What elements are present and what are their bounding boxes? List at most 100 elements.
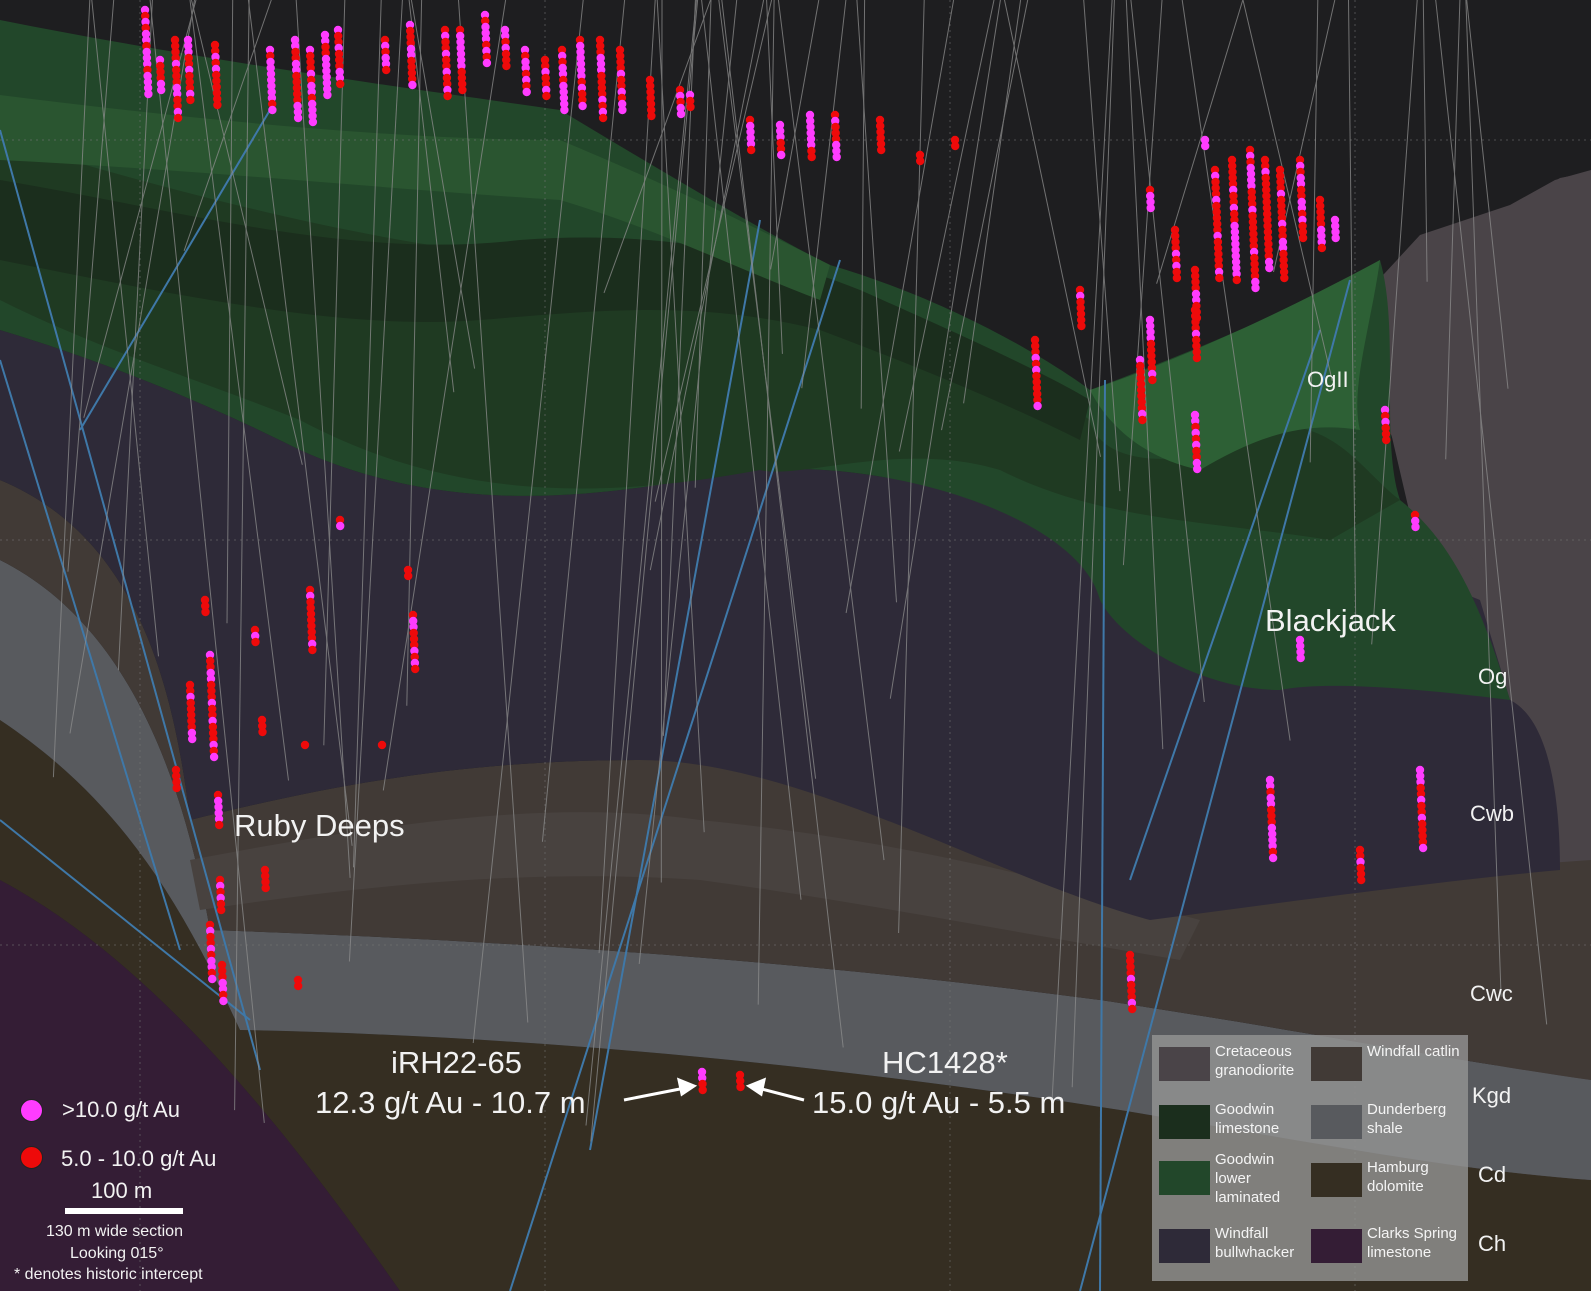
zone-label-blackjack: Blackjack (1265, 603, 1396, 638)
drill-trace (1122, 0, 1163, 566)
assay-point (1146, 339, 1156, 349)
assay-point (1410, 510, 1420, 520)
assay-point (1214, 255, 1223, 265)
assay-point (1230, 227, 1240, 237)
assay-point (1147, 363, 1157, 373)
assay-point (1200, 135, 1210, 145)
assay-point (409, 628, 418, 638)
assay-point (645, 75, 655, 85)
assay-point (482, 52, 491, 62)
assay-point (1267, 817, 1276, 827)
assay-point (155, 55, 165, 65)
assay-point (1249, 229, 1258, 239)
assay-point (322, 60, 331, 70)
assay-point (832, 146, 841, 156)
assay-point (381, 59, 391, 69)
assay-point (1263, 227, 1273, 237)
assay-point (1316, 201, 1325, 211)
assay-point (557, 45, 567, 55)
assay-point (1146, 321, 1155, 331)
assay-point (186, 686, 195, 696)
assay-point (306, 591, 315, 601)
assay-point (1357, 875, 1366, 885)
assay-point (200, 595, 210, 605)
assay-point (209, 734, 218, 744)
assay-point (405, 20, 415, 30)
assay-point (218, 978, 227, 988)
assay-point (596, 47, 605, 57)
assay-point (260, 865, 270, 875)
assay-point (207, 692, 216, 702)
assay-point (1356, 869, 1366, 879)
assay-point (1191, 323, 1200, 333)
assay-point (676, 103, 685, 113)
drill-trace (860, 0, 866, 409)
assay-point (1296, 167, 1305, 177)
drill-trace (458, 0, 529, 1023)
assay-point (293, 113, 303, 123)
assay-point (775, 120, 785, 130)
assay-point (266, 51, 275, 61)
assay-point (333, 25, 343, 35)
assay-point (1316, 207, 1325, 217)
assay-point (616, 51, 625, 61)
drill-trace (963, 0, 1022, 404)
drill-trace (662, 0, 696, 736)
assay-point (1231, 251, 1241, 261)
assay-point (501, 49, 511, 59)
assay-point (1261, 167, 1270, 177)
drill-trace (410, 0, 476, 369)
assay-point (806, 116, 815, 126)
assay-point (267, 93, 277, 103)
assay-point (1136, 367, 1145, 377)
assay-point (480, 10, 490, 20)
assay-point (293, 101, 302, 111)
assay-point (1331, 227, 1340, 237)
assay-point (598, 95, 607, 105)
assay-point (307, 621, 316, 631)
drill-trace (191, 0, 303, 465)
assay-point (776, 126, 785, 136)
assay-point (1268, 829, 1277, 839)
assay-point (1135, 355, 1145, 365)
drill-trace (1130, 0, 1205, 703)
assay-point (1251, 277, 1260, 287)
legend-swatch-dunderberg-shale (1311, 1105, 1362, 1139)
drill-trace (1348, 0, 1357, 630)
assay-point (323, 90, 332, 100)
assay-point (1211, 177, 1220, 187)
assay-point (831, 122, 840, 132)
assay-point (1247, 193, 1257, 203)
assay-point (306, 609, 316, 619)
drill-trace (701, 0, 802, 900)
assay-point (455, 25, 465, 35)
drill-trace (941, 0, 1029, 431)
assay-point (293, 107, 303, 117)
assay-point (877, 145, 886, 155)
lithology-legend: Cretaceous granodiorite Windfall catlin … (1152, 1035, 1468, 1281)
assay-point (1231, 257, 1241, 267)
assay-point (776, 138, 785, 148)
assay-point (1136, 379, 1146, 389)
assay-point (404, 571, 413, 581)
assay-point (1248, 211, 1257, 221)
assay-point (294, 981, 303, 991)
assay-point (1330, 215, 1340, 225)
assay-point (745, 115, 755, 125)
assay-point (647, 105, 656, 115)
assay-point (1076, 309, 1086, 319)
assay-point (382, 65, 391, 75)
assay-point (407, 56, 416, 66)
assay-point (1171, 237, 1180, 247)
assay-point (618, 99, 627, 109)
drillhole-name-irh22-65: iRH22-65 (391, 1045, 522, 1080)
drill-trace (247, 0, 353, 846)
assay-point (143, 83, 153, 93)
assay-point (205, 920, 215, 930)
assay-point (1298, 221, 1307, 231)
assay-point (1075, 285, 1085, 295)
assay-point (1268, 835, 1277, 845)
assay-point (321, 48, 330, 58)
assay-point (1172, 273, 1182, 283)
assay-point (441, 49, 451, 59)
